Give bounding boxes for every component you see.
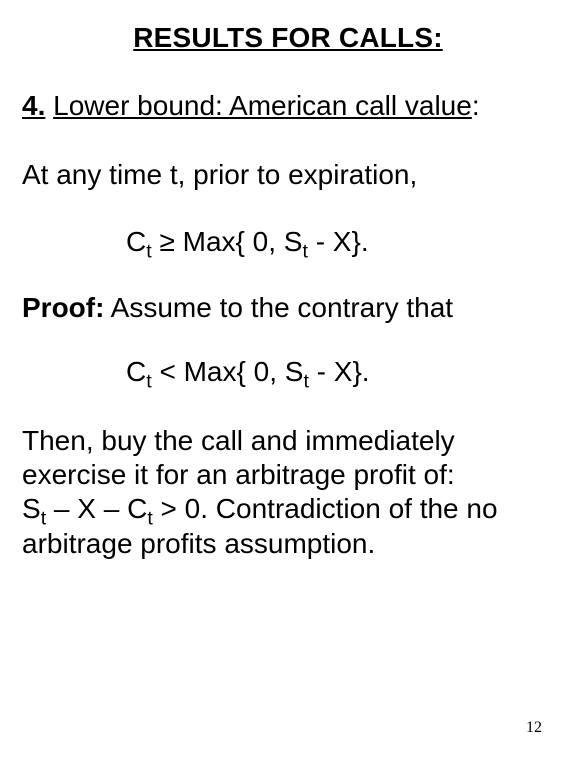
subtitle-colon: :: [472, 90, 480, 121]
para-a: Then, buy the call and immediately exerc…: [22, 425, 455, 490]
intro-line: At any time t, prior to expiration,: [22, 158, 554, 192]
subtitle-row: 4. Lower bound: American call value:: [22, 90, 554, 122]
f1-mid: Max{ 0, S: [183, 226, 303, 257]
proof-text: Assume to the contrary that: [104, 292, 453, 323]
f1-op: ≥: [159, 226, 174, 257]
formula-contrary: Ct < Max{ 0, St - X}.: [22, 356, 554, 388]
f2-rhs: - X}.: [309, 356, 370, 387]
f1-rhs: - X}.: [308, 226, 369, 257]
f2-lhs: C: [126, 356, 146, 387]
page-number: 12: [526, 719, 542, 737]
formula-lower-bound: Ct ≥ Max{ 0, St - X}.: [22, 226, 554, 258]
item-number: 4.: [22, 90, 45, 121]
para-b2: – X – C: [46, 493, 147, 524]
f2-op: < Max{ 0, S: [152, 356, 304, 387]
f1-lhs: C: [126, 226, 146, 257]
page-title: RESULTS FOR CALLS:: [22, 22, 554, 54]
subtitle-text: Lower bound: American call value: [53, 90, 472, 121]
proof-line: Proof: Assume to the contrary that: [22, 292, 554, 324]
para-b1: S: [22, 493, 41, 524]
f1-sub1: t: [146, 241, 151, 263]
conclusion-paragraph: Then, buy the call and immediately exerc…: [22, 424, 554, 561]
slide-page: RESULTS FOR CALLS: 4. Lower bound: Ameri…: [0, 0, 576, 759]
proof-label: Proof:: [22, 292, 104, 323]
